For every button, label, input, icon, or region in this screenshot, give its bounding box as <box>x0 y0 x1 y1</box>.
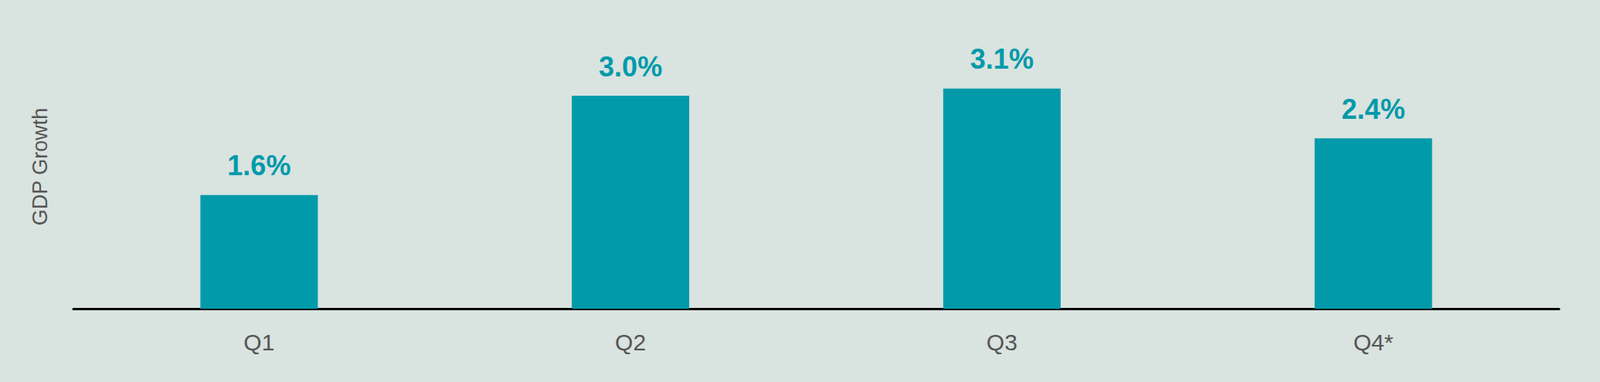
svg-text:1.6%: 1.6% <box>227 149 291 182</box>
svg-text:Q4*: Q4* <box>1353 329 1394 356</box>
svg-text:2.4%: 2.4% <box>1341 93 1406 126</box>
svg-text:Q1: Q1 <box>243 329 275 356</box>
svg-text:Q2: Q2 <box>614 329 646 356</box>
svg-text:GDP Growth: GDP Growth <box>28 108 52 227</box>
svg-text:3.1%: 3.1% <box>970 43 1034 75</box>
svg-text:Q3: Q3 <box>986 329 1018 356</box>
svg-text:3.0%: 3.0% <box>598 50 663 83</box>
